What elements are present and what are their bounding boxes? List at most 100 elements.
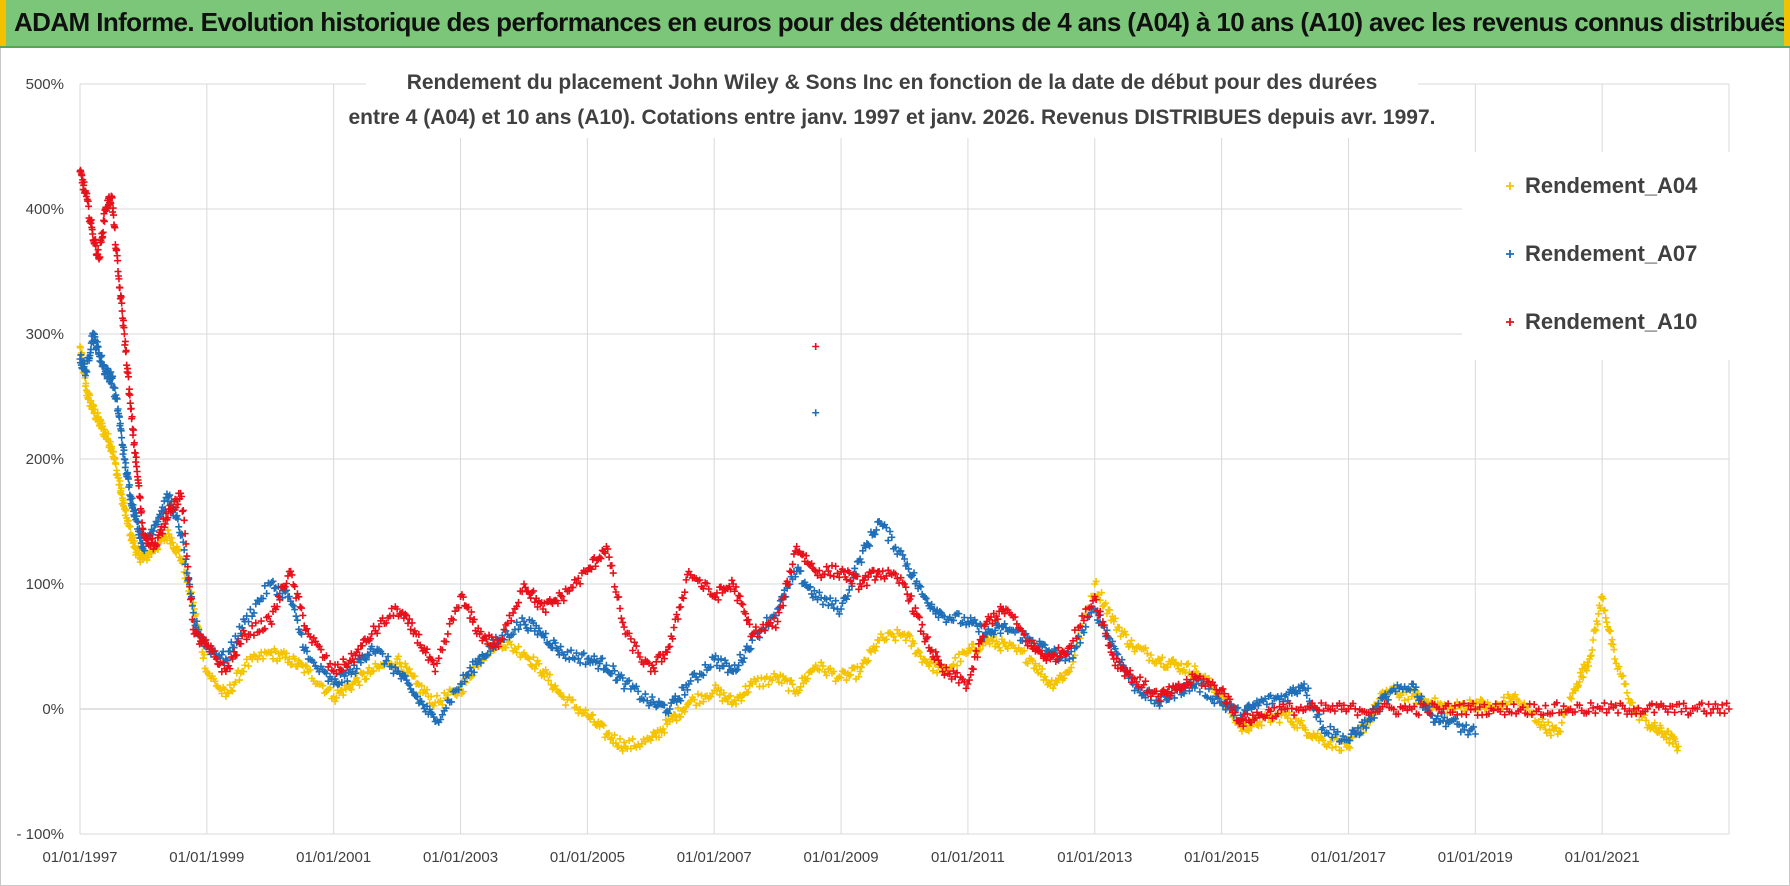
data-point-interp	[594, 665, 602, 673]
data-point	[1319, 736, 1327, 744]
data-point-interp	[1603, 709, 1611, 717]
data-point-interp	[303, 625, 311, 633]
data-point-interp	[609, 662, 617, 670]
data-point-interp	[712, 652, 720, 660]
data-point-interp	[826, 594, 834, 602]
data-point-interp	[860, 576, 868, 584]
data-point-interp	[673, 717, 681, 725]
data-point-interp	[362, 656, 370, 664]
data-point-interp	[174, 500, 182, 508]
data-point-interp	[1651, 719, 1659, 727]
data-point-interp	[1115, 658, 1123, 666]
data-point	[1065, 668, 1073, 675]
data-point-interp	[551, 682, 559, 690]
data-point-interp	[529, 587, 537, 595]
data-point-interp	[1243, 726, 1251, 734]
data-point-interp	[1682, 704, 1690, 712]
data-point-interp	[233, 651, 241, 659]
data-point-interp	[673, 610, 681, 618]
data-point-interp	[408, 619, 416, 627]
data-point-interp	[435, 654, 443, 662]
data-point-interp	[1191, 662, 1199, 670]
data-point-interp	[969, 665, 977, 673]
data-point-interp	[596, 553, 604, 561]
data-point-interp	[1711, 700, 1719, 708]
data-point-interp	[261, 582, 269, 590]
data-point-interp	[1478, 697, 1486, 705]
data-point-interp	[1542, 725, 1550, 733]
data-point-interp	[1394, 710, 1402, 718]
data-point-interp	[1320, 707, 1328, 715]
data-point-interp	[1464, 731, 1472, 739]
data-point-interp	[1042, 656, 1050, 664]
data-point-interp	[276, 655, 284, 663]
data-point-interp	[1441, 713, 1448, 721]
data-point-interp	[288, 600, 296, 608]
data-point-interp	[975, 628, 983, 636]
data-point-interp	[1261, 695, 1269, 703]
data-point-interp	[1119, 663, 1127, 671]
data-point-interp	[1466, 696, 1474, 704]
data-point-interp	[891, 570, 899, 578]
data-point-interp	[114, 257, 122, 265]
data-point-interp	[511, 645, 519, 653]
data-point-interp	[164, 514, 172, 522]
data-point-interp	[248, 622, 256, 630]
data-point-interp	[815, 588, 823, 596]
data-point-interp	[310, 658, 318, 666]
data-point-interp	[118, 434, 126, 442]
data-point	[222, 668, 230, 675]
data-point-interp	[1326, 723, 1334, 731]
data-point-interp	[207, 642, 215, 650]
data-point-interp	[994, 615, 1002, 623]
data-point-interp	[733, 597, 741, 605]
data-point-interp	[598, 654, 606, 662]
data-point-interp	[391, 663, 399, 671]
data-point-interp	[188, 602, 196, 610]
data-point-interp	[763, 673, 771, 681]
data-point-interp	[1444, 700, 1452, 708]
x-tick-label: 01/01/1999	[169, 849, 244, 866]
data-point-interp	[1071, 626, 1079, 634]
outlier-point	[812, 343, 820, 350]
data-point-interp	[795, 686, 803, 694]
data-point	[165, 530, 173, 538]
data-point-interp	[430, 713, 438, 721]
data-point-interp	[186, 583, 194, 591]
data-point-interp	[338, 686, 346, 694]
data-point-interp	[1239, 722, 1247, 730]
data-point-interp	[447, 698, 455, 706]
data-point-interp	[1496, 708, 1504, 716]
data-point-interp	[250, 631, 258, 639]
data-point-interp	[1328, 744, 1336, 752]
data-point-interp	[90, 402, 98, 410]
data-point-interp	[83, 368, 91, 376]
data-point-interp	[1121, 672, 1129, 680]
data-point-interp	[129, 425, 137, 433]
data-point-interp	[1082, 605, 1090, 613]
data-point-interp	[928, 600, 936, 608]
data-point	[793, 543, 801, 550]
data-point-interp	[915, 582, 923, 590]
data-point-interp	[582, 706, 590, 714]
data-point-interp	[1528, 711, 1536, 719]
data-point-interp	[308, 639, 316, 647]
data-point-interp	[1103, 610, 1111, 618]
data-point	[1535, 705, 1543, 713]
data-point-interp	[546, 671, 554, 679]
data-point-interp	[428, 656, 436, 664]
data-point-interp	[857, 663, 865, 671]
data-point-interp	[546, 640, 554, 648]
data-point-interp	[907, 573, 915, 581]
data-point-interp	[1152, 687, 1160, 695]
data-point-interp	[914, 647, 922, 655]
data-point-interp	[1608, 636, 1616, 644]
data-point-interp	[817, 658, 825, 666]
data-point-interp	[1393, 681, 1401, 689]
data-point-interp	[679, 594, 687, 602]
data-point-interp	[414, 693, 422, 701]
data-point-interp	[915, 648, 923, 656]
data-point-interp	[739, 601, 747, 609]
data-point-interp	[1132, 678, 1140, 686]
data-point-interp	[1508, 709, 1516, 717]
